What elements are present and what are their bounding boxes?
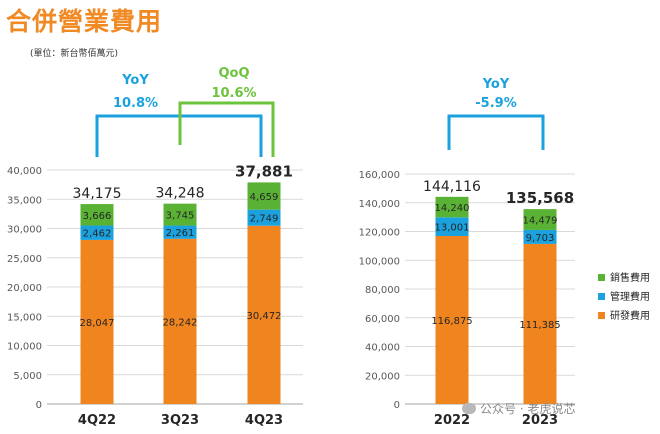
comparison-label: YoY bbox=[121, 73, 149, 88]
y-tick-label: 30,000 bbox=[7, 225, 42, 236]
bar-segment bbox=[523, 209, 557, 230]
bar-segment bbox=[247, 225, 281, 404]
data-label: 9,703 bbox=[526, 233, 555, 244]
legend-label: 研發費用 bbox=[610, 309, 650, 322]
bar-segment bbox=[163, 238, 197, 404]
bar-segment bbox=[435, 235, 469, 404]
comparison-value: 10.8% bbox=[113, 96, 158, 111]
data-label: 28,047 bbox=[80, 318, 115, 329]
comparison-label: YoY bbox=[482, 77, 510, 92]
y-tick-label: 25,000 bbox=[7, 254, 42, 265]
comparison-value: 10.6% bbox=[211, 86, 256, 101]
y-tick-label: 20,000 bbox=[365, 371, 400, 382]
bar-segment bbox=[163, 225, 197, 239]
legend-label: 管理費用 bbox=[610, 290, 650, 303]
legend-swatch bbox=[598, 312, 605, 319]
bar-segment bbox=[80, 239, 114, 404]
y-tick-label: 10,000 bbox=[7, 342, 42, 353]
x-tick-label: 4Q23 bbox=[245, 413, 283, 428]
comparison-value: -5.9% bbox=[475, 96, 516, 111]
x-tick-label: 4Q22 bbox=[78, 413, 116, 428]
data-label: 116,875 bbox=[431, 316, 472, 327]
data-label: 28,242 bbox=[163, 317, 198, 328]
legend-swatch bbox=[598, 293, 605, 300]
total-label: 144,116 bbox=[423, 179, 481, 195]
y-tick-label: 40,000 bbox=[7, 166, 42, 177]
comparison-bracket bbox=[447, 114, 545, 150]
x-tick-label: 3Q23 bbox=[161, 413, 199, 428]
y-tick-label: 160,000 bbox=[359, 170, 400, 181]
comparison-bracket bbox=[178, 101, 275, 157]
data-label: 13,001 bbox=[435, 223, 470, 234]
y-tick-label: 60,000 bbox=[365, 314, 400, 325]
data-label: 2,462 bbox=[83, 229, 112, 240]
bar-segment bbox=[247, 182, 281, 210]
bar-segment bbox=[80, 225, 114, 240]
bar-segment bbox=[435, 196, 469, 218]
bar-segment bbox=[523, 229, 557, 244]
y-tick-label: 120,000 bbox=[359, 228, 400, 239]
page-title: 合併營業費用 bbox=[6, 7, 163, 36]
data-label: 4,659 bbox=[250, 192, 279, 203]
y-tick-label: 15,000 bbox=[7, 312, 42, 323]
bar-segment bbox=[523, 243, 557, 404]
total-label: 34,248 bbox=[156, 186, 205, 202]
bar-segment bbox=[247, 209, 281, 226]
comparison-label: QoQ bbox=[218, 66, 249, 81]
y-tick-label: 80,000 bbox=[365, 285, 400, 296]
y-tick-label: 20,000 bbox=[7, 283, 42, 294]
legend-swatch bbox=[598, 274, 605, 281]
bar-segment bbox=[163, 203, 197, 226]
data-label: 2,261 bbox=[166, 228, 195, 239]
data-label: 111,385 bbox=[519, 320, 560, 331]
watermark: 公众号 · 老虎说芯 bbox=[462, 400, 575, 417]
y-tick-label: 40,000 bbox=[365, 343, 400, 354]
watermark-text: 公众号 · 老虎说芯 bbox=[480, 402, 576, 416]
total-label: 37,881 bbox=[235, 162, 293, 180]
unit-note: (單位：新台幣佰萬元) bbox=[30, 49, 119, 59]
bar-segment bbox=[435, 217, 469, 236]
x-tick-label: 2023 bbox=[522, 413, 558, 428]
data-label: 3,745 bbox=[166, 211, 195, 222]
total-label: 34,175 bbox=[73, 186, 122, 202]
total-label: 135,568 bbox=[506, 189, 574, 207]
data-label: 14,240 bbox=[435, 203, 470, 214]
wechat-icon bbox=[462, 403, 476, 414]
bar-segment bbox=[80, 204, 114, 226]
legend-label: 銷售費用 bbox=[610, 271, 650, 284]
x-tick-label: 2022 bbox=[434, 413, 470, 428]
y-tick-label: 5,000 bbox=[13, 371, 42, 382]
y-tick-label: 0 bbox=[394, 400, 400, 411]
y-tick-label: 140,000 bbox=[359, 199, 400, 210]
y-tick-label: 35,000 bbox=[7, 195, 42, 206]
data-label: 2,749 bbox=[250, 214, 279, 225]
y-tick-label: 100,000 bbox=[359, 256, 400, 267]
data-label: 30,472 bbox=[247, 311, 282, 322]
data-label: 14,479 bbox=[523, 216, 558, 227]
data-label: 3,666 bbox=[83, 211, 112, 222]
y-tick-label: 0 bbox=[36, 400, 42, 411]
